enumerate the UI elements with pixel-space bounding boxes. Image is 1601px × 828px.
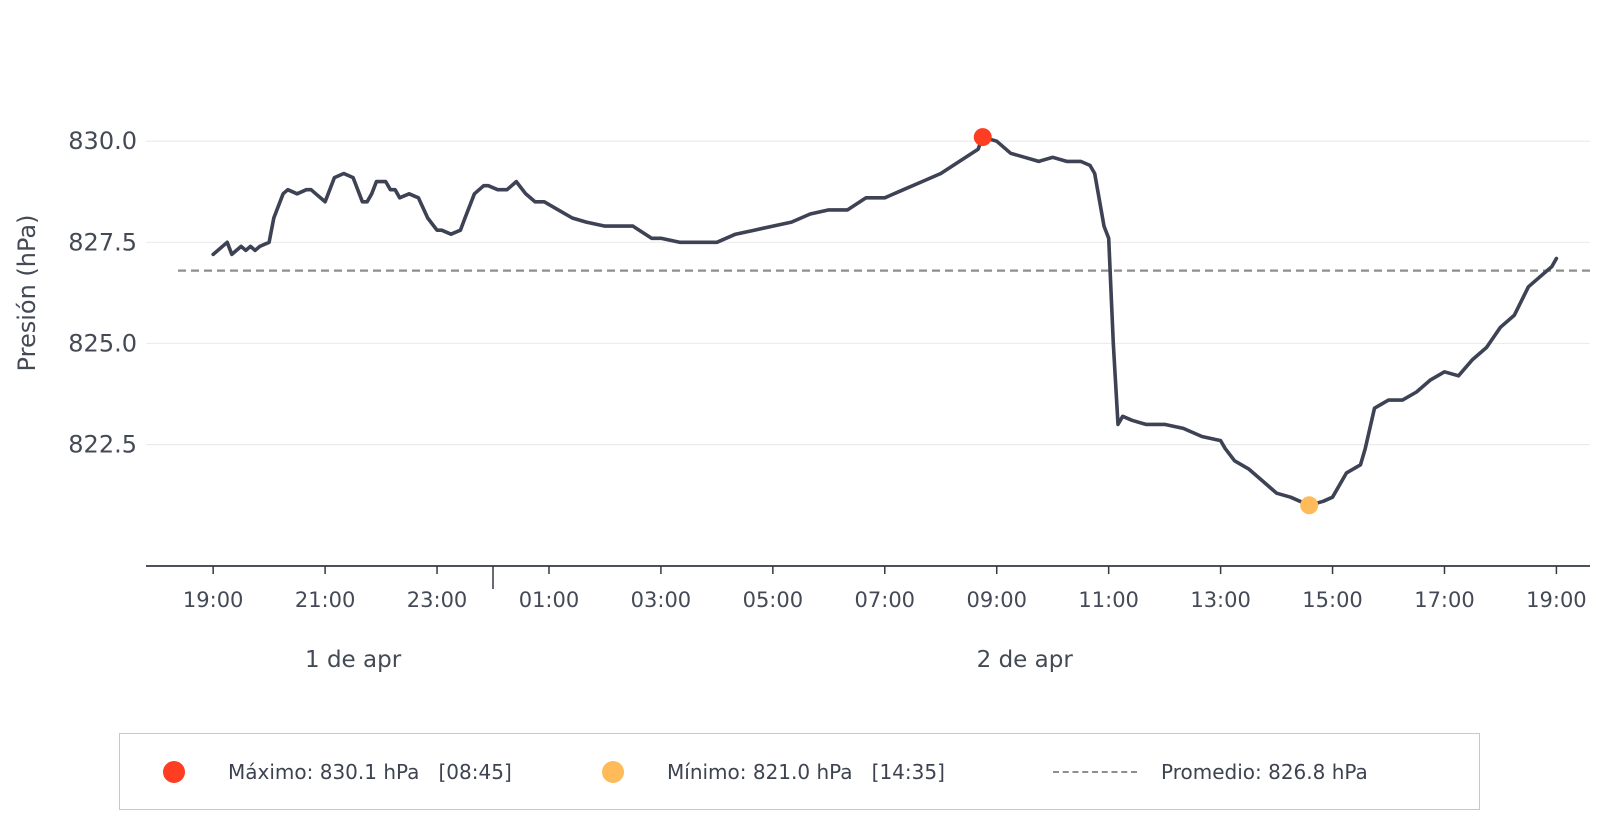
x-tick-label: 23:00 bbox=[407, 588, 468, 612]
legend-mean-dash-icon bbox=[1053, 770, 1137, 773]
x-tick-label: 15:00 bbox=[1302, 588, 1363, 612]
legend-max-marker-icon bbox=[163, 760, 185, 783]
x-tick-label: 21:00 bbox=[295, 588, 356, 612]
day-label: 2 de apr bbox=[977, 647, 1074, 673]
x-tick-label: 13:00 bbox=[1190, 588, 1251, 612]
series-group bbox=[211, 135, 1559, 508]
y-tick-label: 822.5 bbox=[68, 431, 137, 459]
y-tick-label: 830.0 bbox=[68, 127, 137, 155]
legend-item-mean: Promedio: 826.8 hPa bbox=[1053, 734, 1368, 809]
x-tick-label: 19:00 bbox=[1526, 588, 1587, 612]
label-group: 822.5 825.0 827.5 830.0 Presión (hPa) 19:00 21… bbox=[13, 127, 1587, 673]
y-axis-label: Presión (hPa) bbox=[13, 215, 41, 372]
axes-group bbox=[146, 565, 1590, 589]
marker-group bbox=[973, 128, 1319, 515]
x-tick-label: 07:00 bbox=[855, 588, 916, 612]
y-tick-label: 827.5 bbox=[68, 228, 137, 256]
y-tick-label: 825.0 bbox=[68, 329, 137, 357]
legend-item-max: Máximo: 830.1 hPa [08:45] bbox=[163, 734, 512, 809]
x-tick-label: 11:00 bbox=[1078, 588, 1139, 612]
legend-item-min: Mínimo: 821.0 hPa [14:35] bbox=[602, 734, 945, 809]
gridlines bbox=[146, 140, 1590, 446]
legend-min-label: Mínimo: 821.0 hPa [14:35] bbox=[667, 759, 945, 784]
x-tick-label: 03:00 bbox=[631, 588, 692, 612]
legend-mean-label: Promedio: 826.8 hPa bbox=[1161, 759, 1368, 784]
legend-max-label: Máximo: 830.1 hPa [08:45] bbox=[228, 759, 512, 784]
x-tick-label: 19:00 bbox=[183, 588, 244, 612]
x-tick-label: 05:00 bbox=[743, 588, 804, 612]
legend-min-marker-icon bbox=[602, 760, 624, 783]
x-tick-label: 17:00 bbox=[1414, 588, 1475, 612]
max-marker bbox=[973, 128, 992, 147]
pressure-series-line bbox=[211, 135, 1559, 508]
day-label: 1 de apr bbox=[305, 647, 402, 673]
x-tick-label: 09:00 bbox=[966, 588, 1027, 612]
x-tick-label: 01:00 bbox=[519, 588, 580, 612]
legend: Máximo: 830.1 hPa [08:45] Mínimo: 821.0 … bbox=[119, 733, 1480, 810]
min-marker bbox=[1300, 496, 1319, 515]
